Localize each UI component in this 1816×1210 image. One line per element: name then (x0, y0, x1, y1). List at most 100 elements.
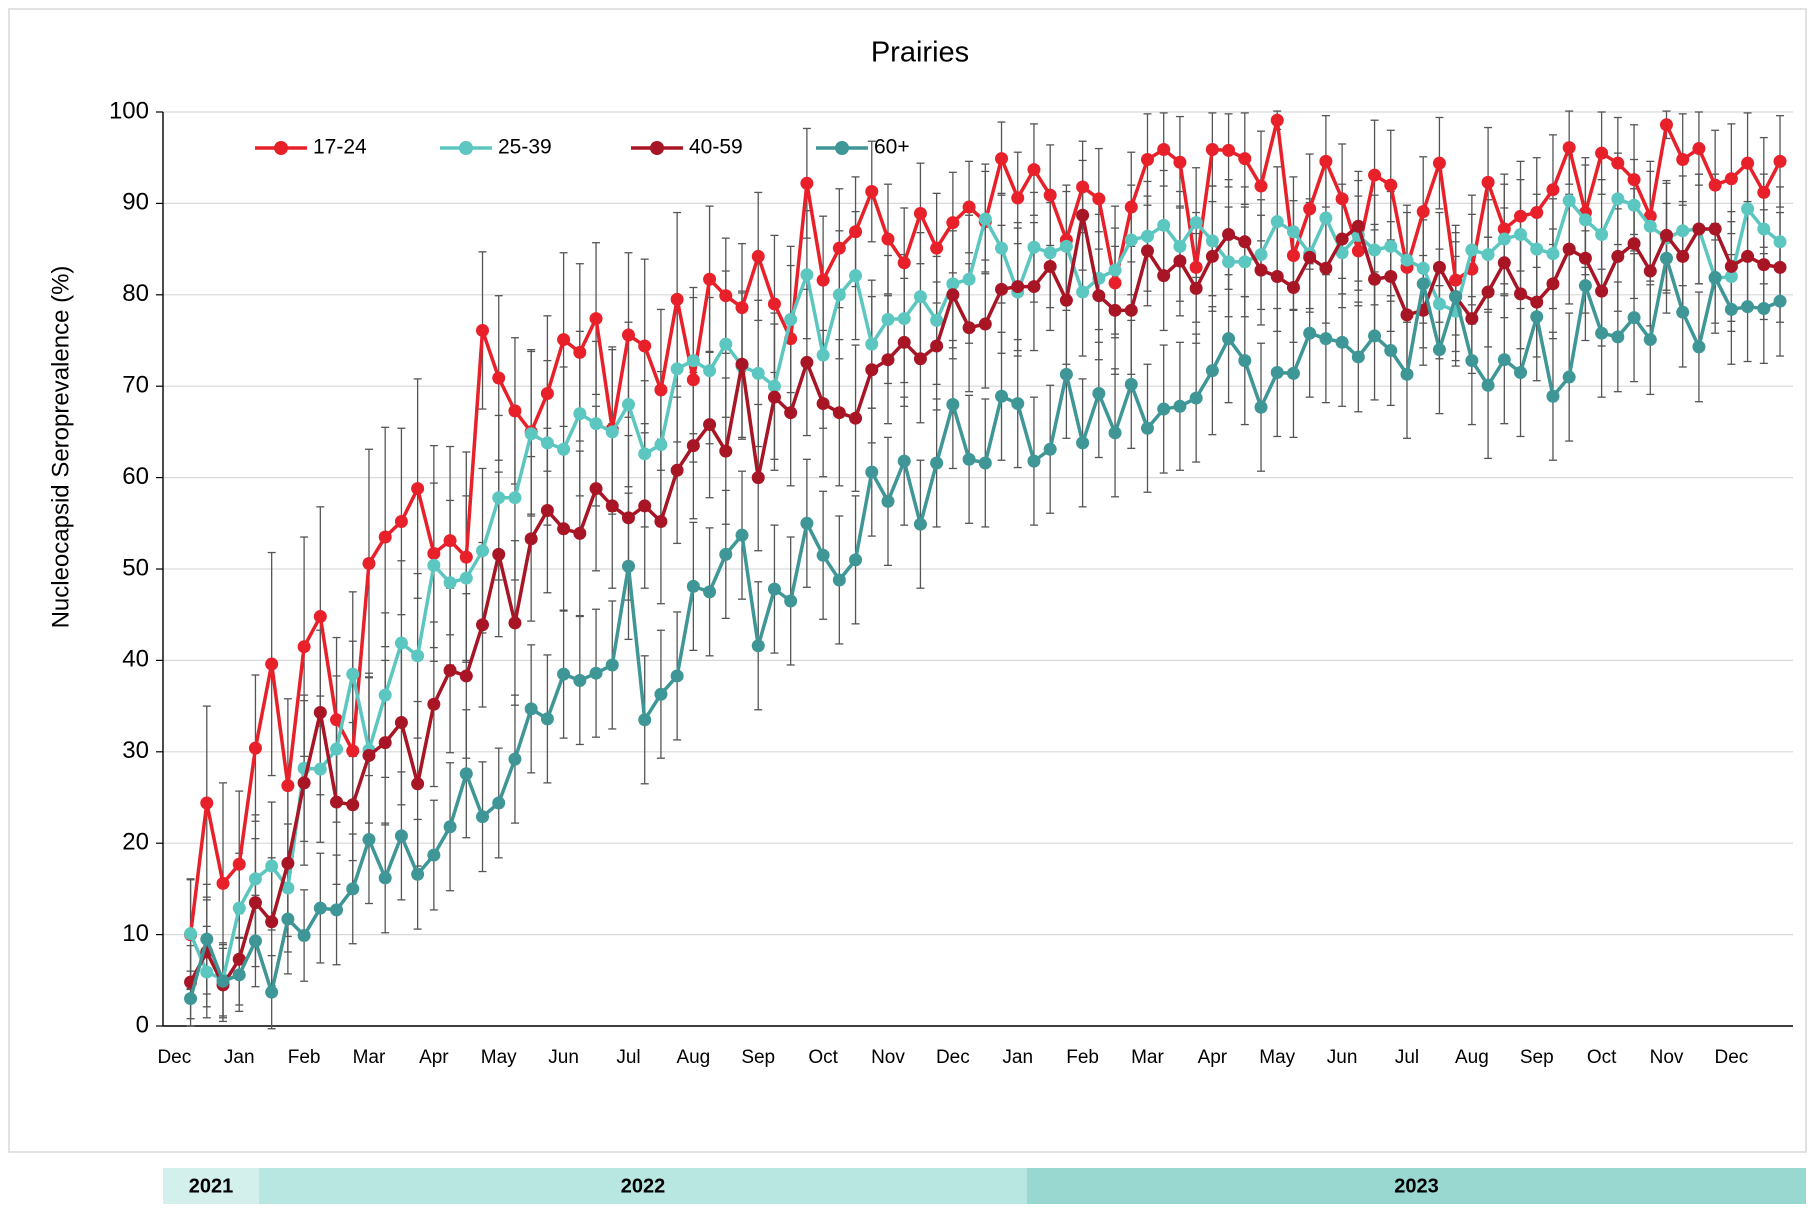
data-point (557, 667, 571, 681)
data-point (913, 290, 927, 304)
y-tick-label: 90 (122, 189, 149, 216)
data-point (897, 335, 911, 349)
data-point (686, 439, 700, 453)
data-point (1595, 146, 1609, 160)
data-point (200, 965, 214, 979)
data-point (670, 669, 684, 683)
data-point (849, 553, 863, 567)
data-point (897, 256, 911, 270)
data-point (1741, 249, 1755, 263)
y-tick-label: 50 (122, 554, 149, 581)
data-point (946, 397, 960, 411)
data-point (1432, 297, 1446, 311)
x-tick-label: Dec (936, 1047, 970, 1068)
data-point (1595, 284, 1609, 298)
data-point (1416, 277, 1430, 291)
data-point (1124, 303, 1138, 317)
data-point (281, 779, 295, 793)
data-point (248, 741, 262, 755)
data-point (1659, 228, 1673, 242)
y-tick-label: 0 (136, 1011, 149, 1038)
data-point (427, 697, 441, 711)
data-point (1627, 173, 1641, 187)
data-point (1108, 263, 1122, 277)
data-point (1741, 156, 1755, 170)
data-point (476, 323, 490, 337)
data-point (621, 397, 635, 411)
data-point (330, 903, 344, 917)
data-point (1465, 312, 1479, 326)
data-point (313, 901, 327, 915)
data-point (1335, 232, 1349, 246)
data-point (832, 241, 846, 255)
data-point (330, 795, 344, 809)
data-point (232, 952, 246, 966)
data-point (1481, 285, 1495, 299)
data-point (1043, 442, 1057, 456)
data-point (832, 288, 846, 302)
data-point (849, 411, 863, 425)
data-point (427, 558, 441, 572)
x-tick-label: Jan (224, 1047, 255, 1068)
data-point (1011, 191, 1025, 205)
data-point (1562, 370, 1576, 384)
data-point (1108, 303, 1122, 317)
data-point (1043, 259, 1057, 273)
x-tick-label: Mar (1131, 1047, 1164, 1068)
data-point (573, 674, 587, 688)
data-point (1611, 330, 1625, 344)
data-point (1659, 251, 1673, 265)
data-point (589, 312, 603, 326)
data-point (930, 456, 944, 470)
data-point (1724, 270, 1738, 284)
data-point (865, 363, 879, 377)
x-tick-label: Sep (1520, 1047, 1554, 1068)
data-point (184, 927, 198, 941)
data-point (1724, 259, 1738, 273)
data-point (1335, 246, 1349, 260)
x-tick-label: Jan (1002, 1047, 1033, 1068)
data-point (719, 444, 733, 458)
data-point (1043, 246, 1057, 260)
data-point (216, 974, 230, 988)
data-point (1027, 280, 1041, 294)
data-point (978, 317, 992, 331)
data-point (703, 418, 717, 432)
data-point (849, 269, 863, 283)
y-tick-label: 30 (122, 737, 149, 764)
data-point (1546, 389, 1560, 403)
data-point (573, 407, 587, 421)
data-point (1270, 365, 1284, 379)
data-point (719, 289, 733, 303)
data-point (605, 425, 619, 439)
data-point (1319, 211, 1333, 225)
data-point (1708, 270, 1722, 284)
data-point (1238, 354, 1252, 368)
data-point (394, 829, 408, 843)
x-tick-label: Mar (353, 1047, 386, 1068)
data-point (330, 713, 344, 727)
data-point (492, 371, 506, 385)
legend-label: 17-24 (313, 136, 367, 159)
data-point (1173, 254, 1187, 268)
data-point (1724, 172, 1738, 186)
data-point (524, 427, 538, 441)
data-point (346, 798, 360, 812)
y-tick-label: 70 (122, 372, 149, 399)
data-point (784, 312, 798, 326)
x-tick-label: May (1259, 1047, 1295, 1068)
data-point (735, 301, 749, 315)
data-point (1286, 248, 1300, 262)
data-point (654, 383, 668, 397)
data-point (1254, 400, 1268, 414)
data-point (865, 185, 879, 199)
data-point (881, 312, 895, 326)
x-tick-label: Jul (616, 1047, 640, 1068)
x-tick-label: Nov (1650, 1047, 1684, 1068)
data-point (313, 610, 327, 624)
data-point (476, 618, 490, 632)
y-axis-label: Nucleocapsid Seroprevalence (%) (47, 266, 74, 629)
x-tick-label: May (481, 1047, 517, 1068)
data-point (816, 273, 830, 287)
data-point (1416, 205, 1430, 219)
